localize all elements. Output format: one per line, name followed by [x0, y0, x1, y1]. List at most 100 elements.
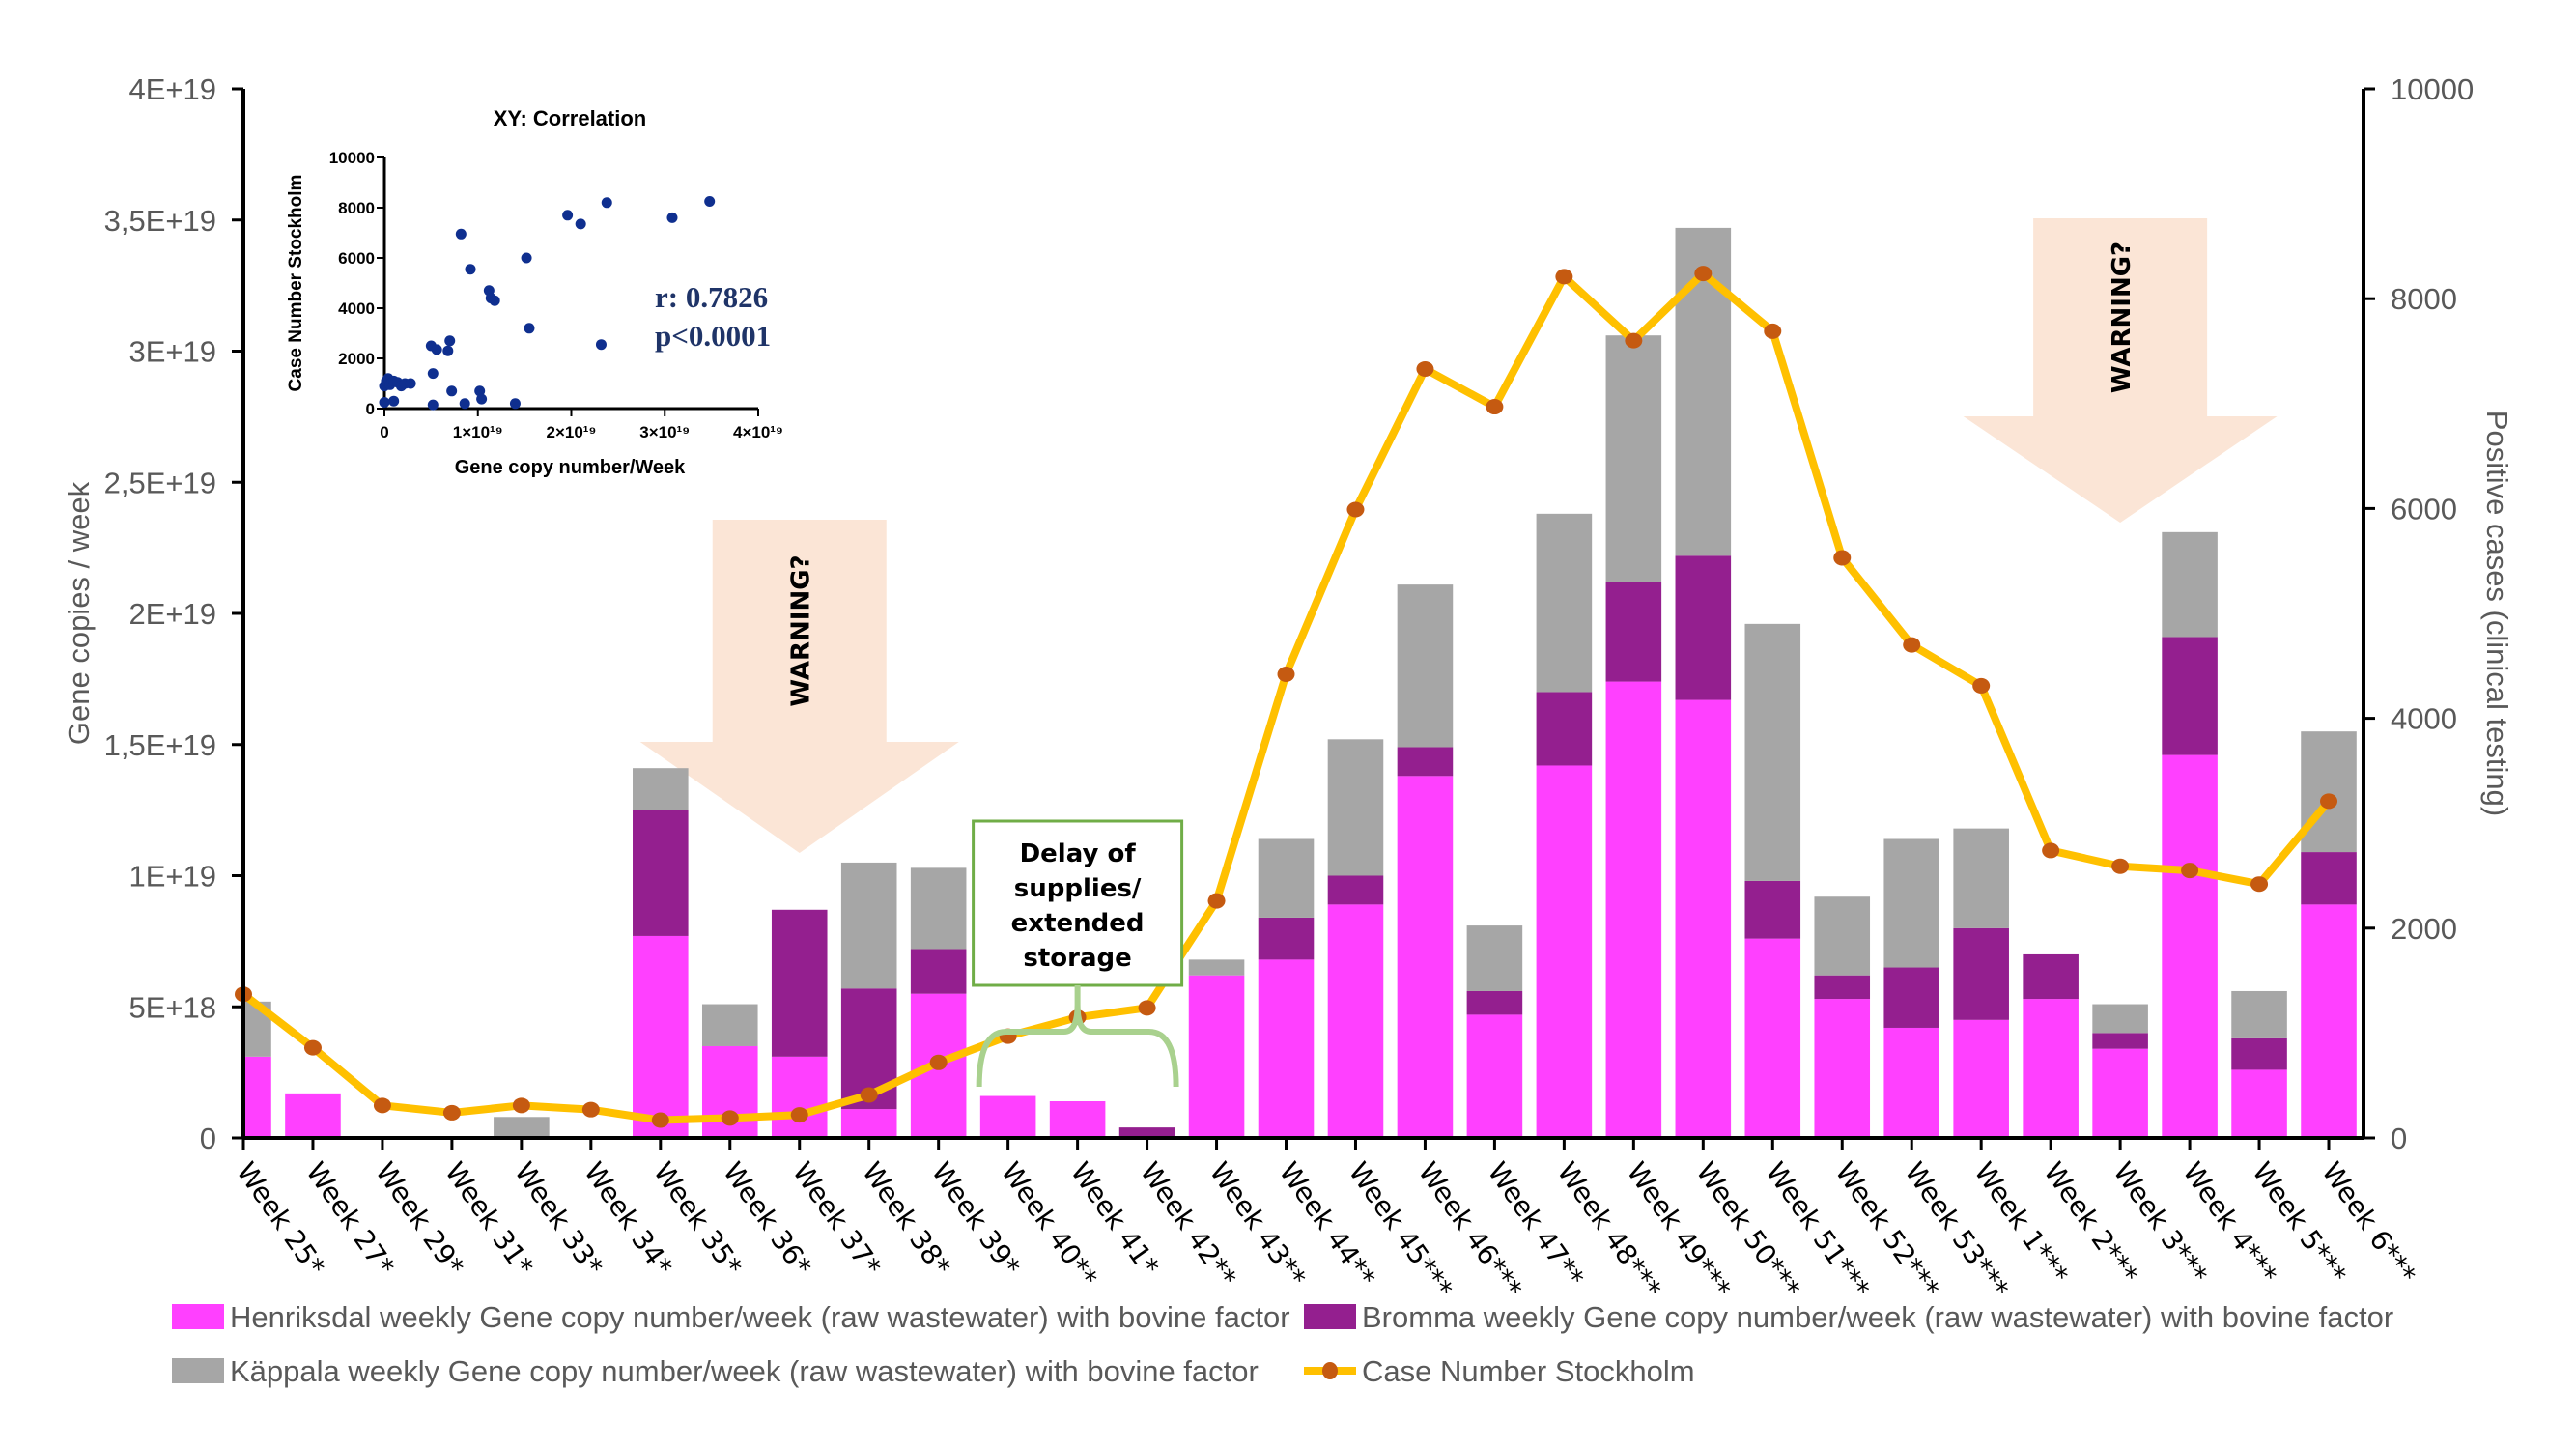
- bar-segment: [1953, 828, 2009, 928]
- bar-segment: [1883, 838, 1939, 968]
- bar-segment: [1814, 975, 1871, 1000]
- legend: Henriksdal weekly Gene copy number/week …: [172, 1300, 2393, 1388]
- right-tick-label: 4000: [2391, 702, 2457, 736]
- bar-segment: [910, 949, 967, 994]
- case-number-point: [1555, 269, 1573, 285]
- warning-arrow: [1963, 218, 2278, 523]
- legend-label: Bromma weekly Gene copy number/week (raw…: [1362, 1300, 2393, 1334]
- left-tick-label: 0: [200, 1122, 216, 1155]
- axes-layer: 0 5E+18 1E+19 1,5E+19 2E+19 2,5E+19 3E+19 3,5E+…: [62, 72, 2514, 1155]
- left-tick-label: 1,5E+19: [104, 728, 216, 762]
- left-tick-label: 3E+19: [128, 335, 216, 369]
- bar-segment: [979, 1095, 1036, 1138]
- bar-segment: [633, 768, 689, 810]
- delay-annotation-text: extended: [1011, 909, 1145, 938]
- inset-r-value: r: 0.7826: [655, 280, 768, 314]
- bar-segment: [1675, 699, 1732, 1138]
- bar-segment: [2023, 953, 2079, 1000]
- case-number-point: [860, 1087, 878, 1103]
- bar-segment: [771, 1056, 828, 1138]
- case-number-point: [1833, 550, 1852, 566]
- bar-segment: [633, 810, 689, 936]
- bar-segment: [1675, 555, 1732, 700]
- inset-y-tick-label: 2000: [338, 350, 375, 368]
- bar-segment: [1953, 1019, 2009, 1138]
- bar-segment: [1536, 513, 1593, 693]
- inset-title: XY: Correlation: [494, 106, 647, 130]
- case-number-point: [2320, 793, 2338, 810]
- inset-point: [524, 323, 535, 334]
- case-number-point: [442, 1104, 461, 1121]
- bar-segment: [2231, 1069, 2287, 1138]
- inset-point: [379, 397, 390, 408]
- left-tick-label: 1E+19: [128, 860, 216, 894]
- inset-point: [465, 264, 476, 275]
- case-number-point: [1625, 332, 1643, 349]
- bar-segment: [840, 1109, 897, 1138]
- legend-label: Henriksdal weekly Gene copy number/week …: [230, 1300, 1290, 1334]
- legend-swatch: [172, 1304, 224, 1329]
- annotation-layer-front: WARNING? WARNING? Delay of supplies/extende…: [787, 242, 2137, 1088]
- inset-x-tick-label: 4×10¹⁹: [733, 423, 783, 441]
- inset-point: [489, 295, 500, 306]
- bar-segment: [1327, 904, 1384, 1138]
- case-number-point: [1346, 501, 1365, 518]
- case-number-point: [512, 1097, 530, 1114]
- right-tick-label: 0: [2391, 1122, 2407, 1155]
- inset-point: [446, 385, 458, 397]
- bar-segment: [1605, 582, 1662, 682]
- inset-point: [666, 212, 678, 223]
- legend-marker: [1322, 1362, 1338, 1379]
- bar-segment: [1466, 925, 1523, 991]
- left-axis-title: Gene copies / week: [62, 481, 96, 745]
- case-number-point: [1903, 637, 1921, 653]
- bar-segment: [2092, 1004, 2148, 1034]
- inset-point: [476, 393, 488, 405]
- bar-segment: [840, 862, 897, 989]
- annotation-layer-back: [639, 218, 2278, 853]
- bar-segment: [1953, 927, 2009, 1020]
- case-number-point: [373, 1097, 391, 1114]
- case-number-point: [721, 1110, 739, 1126]
- legend-swatch: [1304, 1304, 1356, 1329]
- inset-point: [509, 398, 521, 410]
- left-tick-label: 3,5E+19: [104, 204, 216, 238]
- bar-segment: [1327, 739, 1384, 876]
- bar-segment: [1744, 880, 1801, 939]
- right-tick-label: 6000: [2391, 492, 2457, 526]
- case-number-point: [1694, 266, 1713, 282]
- inset-x-tick-label: 3×10¹⁹: [639, 423, 690, 441]
- bar-segment: [2092, 1033, 2148, 1049]
- bar-segment: [1397, 584, 1454, 748]
- bar-segment: [1536, 692, 1593, 766]
- legend-label: Case Number Stockholm: [1362, 1354, 1695, 1388]
- case-number-point: [651, 1112, 669, 1128]
- inset-point: [444, 335, 456, 347]
- bar-segment: [1258, 838, 1315, 918]
- right-tick-label: 10000: [2391, 72, 2474, 106]
- bar-segment: [2092, 1048, 2148, 1138]
- bar-segment: [2301, 731, 2357, 853]
- bar-segment: [633, 935, 689, 1138]
- bar-segment: [1814, 999, 1871, 1138]
- delay-brace: [976, 985, 1179, 1088]
- inset-point: [562, 210, 574, 221]
- bar-segment: [1744, 938, 1801, 1138]
- bar-segment: [285, 1093, 341, 1138]
- bar-segment: [1605, 335, 1662, 582]
- inset-point: [575, 218, 586, 230]
- bar-segment: [1536, 765, 1593, 1138]
- bar-segment: [1188, 959, 1245, 976]
- case-number-point: [790, 1107, 808, 1123]
- inset-point: [455, 228, 467, 240]
- bar-segment: [1397, 776, 1454, 1138]
- legend-label: Käppala weekly Gene copy number/week (ra…: [230, 1354, 1259, 1388]
- case-number-point: [1486, 399, 1504, 415]
- bar-segment: [2231, 990, 2287, 1038]
- inset-point: [474, 385, 486, 397]
- case-number-point: [2042, 842, 2060, 859]
- delay-annotation-text: storage: [1023, 944, 1131, 973]
- bar-segment: [2231, 1037, 2287, 1070]
- inset-point: [431, 344, 442, 355]
- inset-point: [388, 395, 400, 407]
